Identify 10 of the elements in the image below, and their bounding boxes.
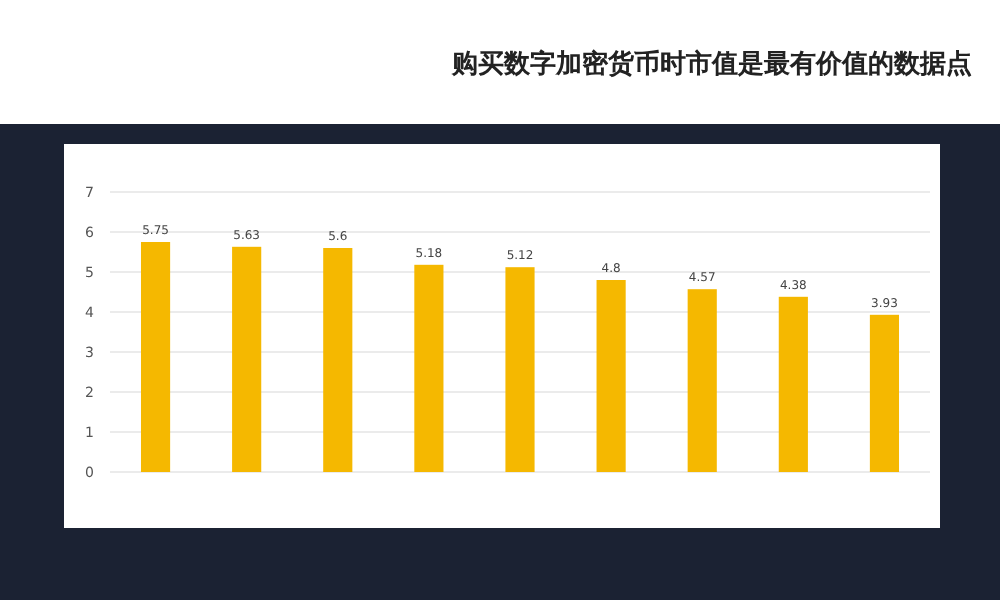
bar xyxy=(140,242,171,472)
bar xyxy=(687,289,717,472)
bar xyxy=(323,248,353,472)
bar xyxy=(869,314,900,472)
bar xyxy=(414,264,444,472)
bar xyxy=(778,296,808,472)
bar xyxy=(232,246,262,472)
bar xyxy=(505,267,535,472)
chart-title: 购买数字加密货币时市值是最有价值的数据点 xyxy=(450,48,972,80)
bar xyxy=(596,280,626,472)
